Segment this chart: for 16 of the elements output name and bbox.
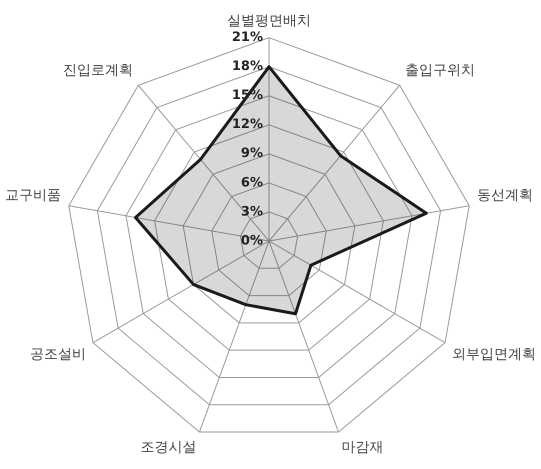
y-tick-label: 6% <box>240 175 263 190</box>
spoke-label: 공조설비 <box>30 346 86 363</box>
y-tick-label: 21% <box>232 30 263 46</box>
y-tick-label: 9% <box>240 146 263 162</box>
spoke-label: 진입로계획 <box>63 62 134 78</box>
y-tick-label: 0% <box>240 233 263 248</box>
spoke-label: 외부입면계획 <box>452 346 536 363</box>
spoke-label: 출입구위치 <box>404 62 475 78</box>
spoke-label: 교구비품 <box>4 188 61 204</box>
y-tick-label: 12% <box>232 117 263 132</box>
y-tick-label: 3% <box>240 204 263 220</box>
spoke-label: 마감재 <box>341 440 384 456</box>
spoke-label: 조경시설 <box>140 440 197 456</box>
spoke-label: 동선계획 <box>477 188 534 204</box>
y-tick-label: 18% <box>232 59 263 74</box>
spoke-label: 실별평면배치 <box>227 12 311 29</box>
